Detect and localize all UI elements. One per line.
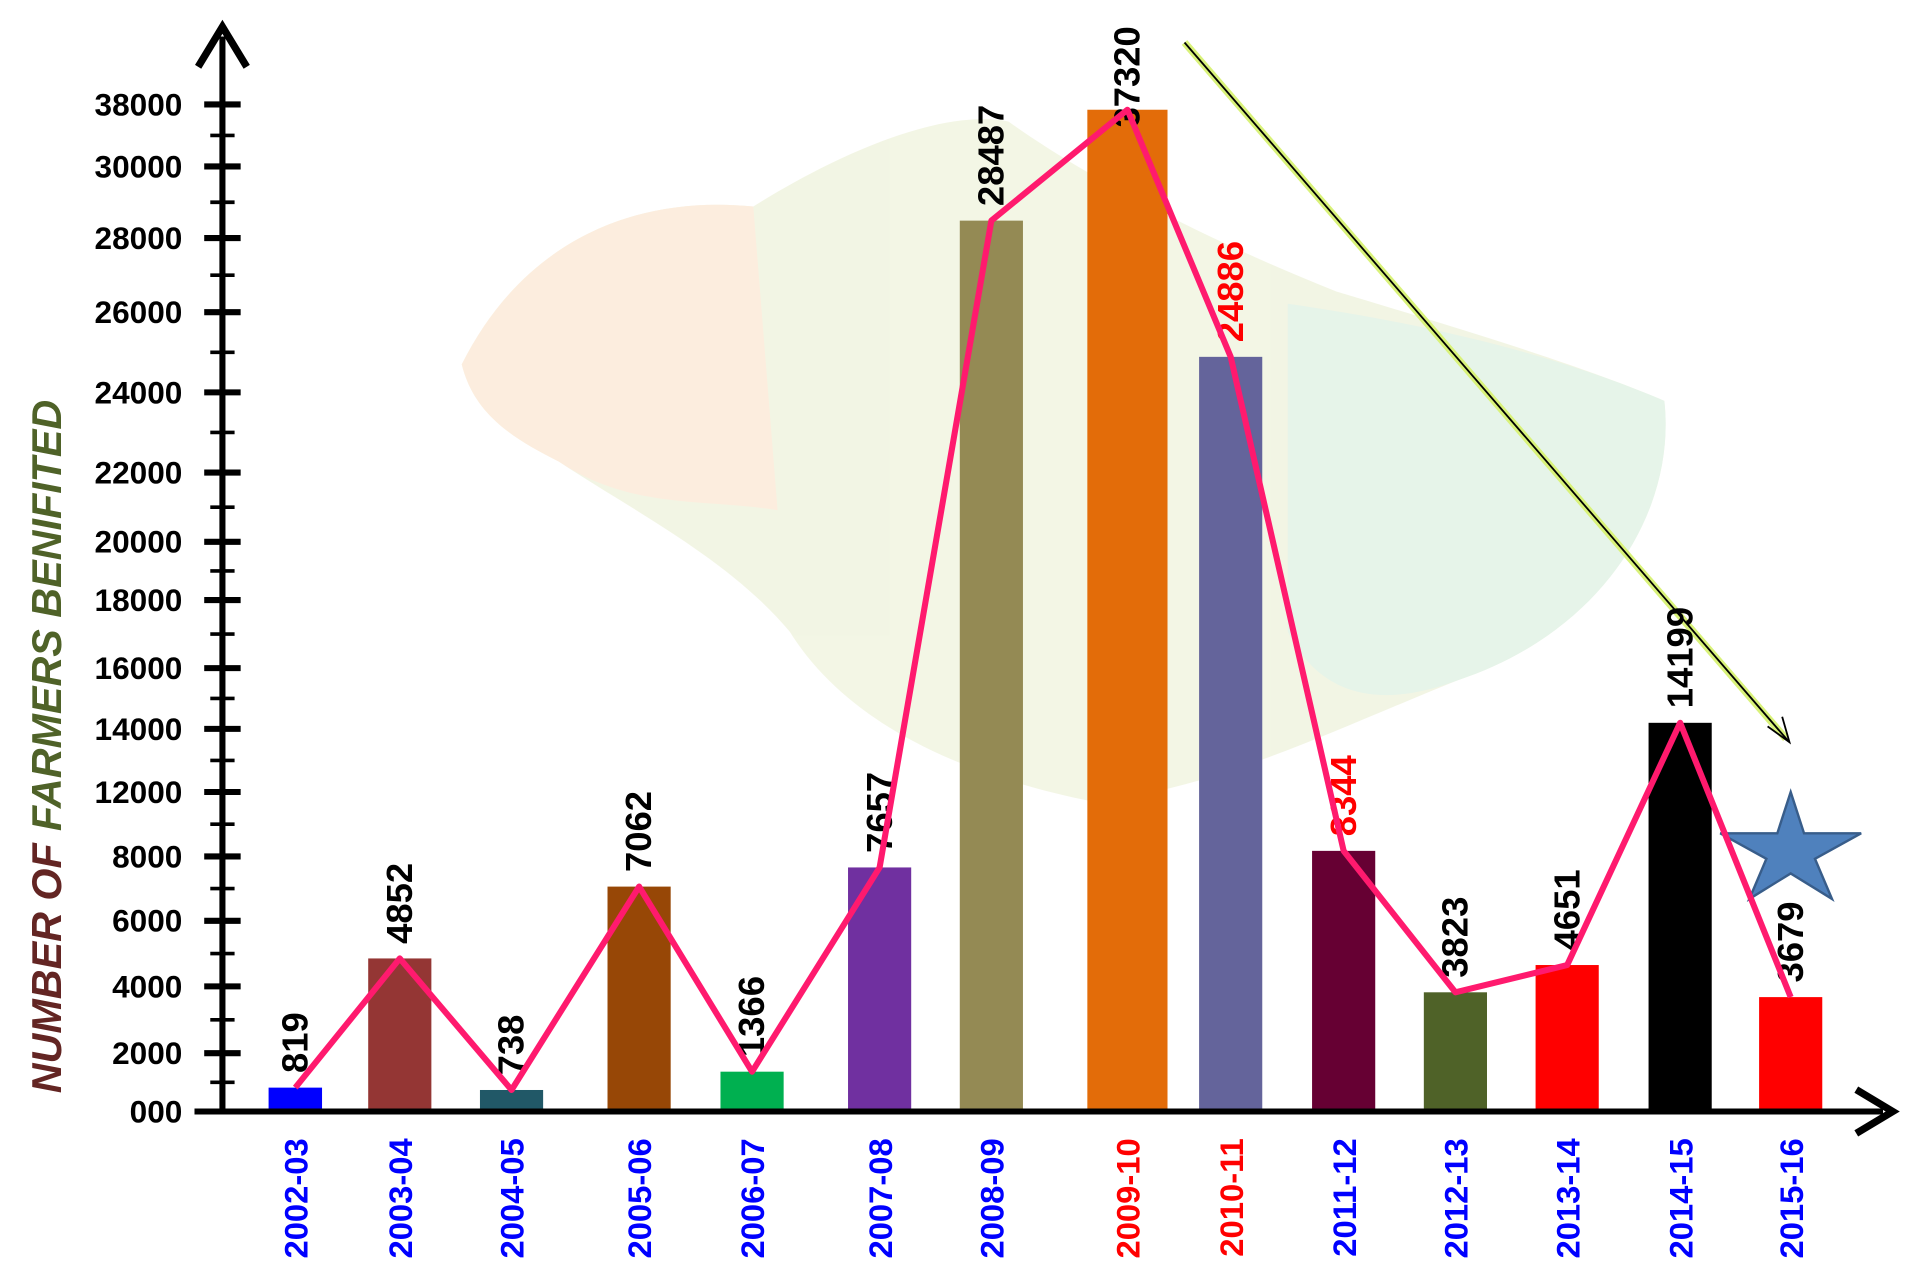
x-tick-label: 2010-11 xyxy=(1213,1138,1250,1257)
x-tick-label: 2012-13 xyxy=(1438,1138,1475,1258)
y-tick-label: 14000 xyxy=(95,711,183,747)
x-tick-label: 2006-07 xyxy=(734,1138,771,1258)
bar xyxy=(1087,109,1168,1112)
y-tick-label: 30000 xyxy=(95,148,183,184)
x-tick-label: 2005-06 xyxy=(621,1138,658,1258)
background-map xyxy=(461,119,1666,802)
y-tick-label: 12000 xyxy=(95,774,183,810)
value-label: 3823 xyxy=(1435,897,1476,978)
plot: 000 2000 4000 6000 8000 12000 14000 16000 18000 2… xyxy=(95,26,1823,1259)
bar xyxy=(1312,850,1376,1112)
y-tick-label: 20000 xyxy=(95,524,183,560)
value-label: 14199 xyxy=(1659,607,1700,708)
bar xyxy=(959,220,1023,1112)
trend-line xyxy=(1183,41,1789,742)
bar xyxy=(720,1071,784,1112)
bar xyxy=(1759,997,1823,1112)
x-tick-label: 2008-09 xyxy=(974,1138,1011,1258)
map-region xyxy=(1287,303,1666,696)
value-label: 28487 xyxy=(971,105,1012,206)
x-tick-label: 2015-16 xyxy=(1773,1138,1810,1258)
bar xyxy=(1648,722,1712,1112)
y-tick-label: 000 xyxy=(130,1093,183,1129)
value-label: 4852 xyxy=(379,863,420,944)
bar xyxy=(848,867,912,1112)
x-tick-label: 2009-10 xyxy=(1110,1138,1147,1258)
value-label: 7062 xyxy=(618,791,659,872)
star xyxy=(1719,788,1862,902)
y-tick-label: 8000 xyxy=(112,838,182,874)
x-tick-label: 2013-14 xyxy=(1549,1137,1586,1258)
y-tick-label: 38000 xyxy=(95,86,183,122)
x-tick-label: 2014-15 xyxy=(1662,1138,1699,1258)
bar xyxy=(479,1089,544,1112)
y-tick-label: 16000 xyxy=(95,650,183,686)
map-shape xyxy=(461,119,1666,802)
bar xyxy=(1535,965,1599,1112)
bar xyxy=(1199,356,1263,1112)
y-tick-label: 28000 xyxy=(95,220,183,256)
y-tick-label: 26000 xyxy=(95,294,183,330)
x-tick-label: 2003-04 xyxy=(382,1137,419,1258)
y-axis-arrow xyxy=(195,19,250,69)
bar xyxy=(268,1087,323,1112)
trend-arrow xyxy=(1181,40,1792,745)
y-tick-label: 24000 xyxy=(95,374,183,410)
x-tick-label: 2007-08 xyxy=(862,1138,899,1258)
x-tick-label: 2011-12 xyxy=(1326,1138,1363,1257)
x-axis-arrow xyxy=(1854,1086,1900,1137)
value-label: 3679 xyxy=(1770,901,1811,982)
x-tick-label: 2004-05 xyxy=(494,1138,531,1258)
y-axis-label-part: FARMERS BENIFITED xyxy=(24,400,70,831)
trend-head xyxy=(1767,716,1792,745)
bar xyxy=(1423,992,1487,1112)
y-axis-label: NUMBER OF FARMERS BENIFITED xyxy=(24,400,70,1094)
y-tick-label: 18000 xyxy=(95,582,183,618)
y-tick-label: 6000 xyxy=(112,903,182,939)
y-tick-label: 22000 xyxy=(95,454,183,490)
trend-line xyxy=(292,106,1794,1094)
y-tick-label: 2000 xyxy=(112,1035,182,1071)
value-label: 819 xyxy=(274,1012,315,1073)
map-region xyxy=(461,204,778,511)
y-tick-label: 4000 xyxy=(112,968,182,1004)
y-axis-label-part: NUMBER OF xyxy=(24,841,70,1093)
x-tick-label: 2002-03 xyxy=(277,1138,314,1258)
